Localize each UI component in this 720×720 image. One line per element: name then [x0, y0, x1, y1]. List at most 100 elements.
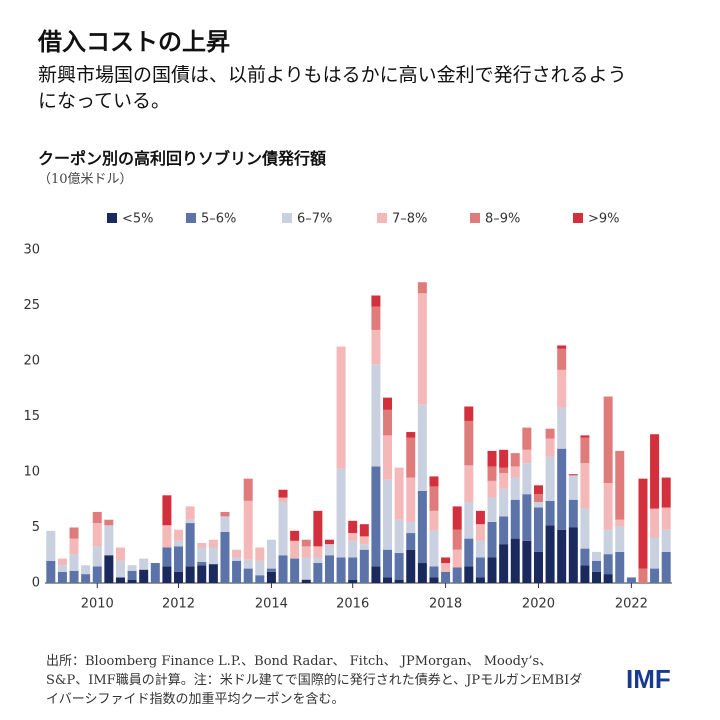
bar-segment — [499, 473, 509, 489]
bar-segment — [510, 466, 520, 478]
bar-segment — [510, 453, 520, 467]
bar-segment — [650, 537, 660, 569]
bar-segment — [127, 579, 137, 583]
bar-segment — [510, 538, 520, 583]
bar-segment — [406, 533, 416, 550]
bar-segment — [557, 345, 567, 349]
bar-segment — [92, 566, 102, 583]
bar-segment — [475, 524, 485, 541]
bar-segment — [174, 546, 184, 572]
bar-segment — [429, 510, 439, 531]
bar-segment — [278, 497, 288, 502]
bar-segment — [533, 485, 543, 495]
bar-segment — [661, 507, 671, 530]
bar-segment — [487, 480, 497, 498]
bar-segment — [69, 570, 79, 583]
legend-label: 7–8% — [392, 212, 427, 227]
bar-segment — [243, 559, 253, 569]
bar-segment — [139, 558, 149, 570]
bar-segment — [650, 508, 660, 538]
bar-segment — [383, 435, 393, 480]
bar-segment — [359, 536, 369, 545]
bar-segment — [499, 516, 509, 545]
bar-segment — [266, 571, 276, 583]
bar-segment — [359, 544, 369, 550]
bar-segment — [162, 525, 172, 548]
bar-segment — [46, 530, 56, 561]
bar-segment — [290, 558, 300, 583]
bar-segment — [150, 563, 160, 583]
bar-segment — [313, 510, 323, 547]
subtitle: 新興市場国の国債は、以前よりもはるかに高い金利で発行されるようになっている。 — [38, 64, 627, 112]
bar-segment — [522, 427, 532, 450]
bar-segment — [127, 570, 137, 580]
bar-segment — [57, 565, 67, 572]
bar-segment — [429, 530, 439, 567]
bar-segment — [429, 577, 439, 583]
bar-segment — [603, 483, 613, 530]
bar-segment — [475, 510, 485, 525]
source-note: 出所：Bloomberg Finance L.P.、Bond Radar、 Fi… — [46, 654, 583, 707]
chart: 0 5 10 15 20 25 30 <5% 5–6% 6–7% 7–8% 8–9% >9% 2010 20… — [23, 212, 672, 612]
bar-segment — [301, 557, 311, 580]
bar-segment — [81, 565, 91, 575]
bar-segment — [557, 369, 567, 408]
legend-swatch — [282, 213, 292, 223]
bar-segment — [661, 477, 671, 508]
bar-segment — [139, 569, 149, 583]
bar-segment — [568, 475, 578, 500]
bar-segment — [208, 547, 218, 565]
bar-segment — [615, 551, 625, 583]
bar-segment — [580, 435, 590, 438]
logo: IMF — [626, 664, 671, 694]
x-tick-label: 2012 — [162, 597, 195, 612]
bar-segment — [603, 396, 613, 484]
bar-segment — [406, 549, 416, 583]
y-tick-label: 20 — [23, 354, 40, 369]
bar-segment — [220, 516, 230, 532]
bar-segment — [174, 571, 184, 583]
bar-segment — [464, 465, 474, 502]
bar-segment — [313, 546, 323, 558]
bar-segment — [464, 420, 474, 466]
bar-segment — [487, 557, 497, 583]
bar-segment — [301, 546, 311, 558]
y-unit: （10億米ドル） — [38, 172, 133, 187]
x-tick-label: 2018 — [429, 597, 462, 612]
bar-segment — [232, 557, 242, 561]
legend-swatch — [377, 213, 387, 223]
bar-segment — [441, 557, 451, 564]
bar-segment — [557, 529, 567, 583]
bar-segment — [104, 519, 114, 526]
bar-segment — [429, 476, 439, 487]
bar-segment — [278, 489, 288, 498]
bar-segment — [115, 560, 125, 578]
bar-segment — [452, 506, 462, 530]
bar-segment — [417, 293, 427, 405]
bar-segment — [174, 540, 184, 547]
bar-segment — [406, 432, 416, 438]
bar-segment — [127, 565, 137, 571]
bar-segment — [603, 529, 613, 555]
bar-segment — [533, 501, 543, 508]
bar-segment — [104, 555, 114, 583]
bar-segment — [371, 466, 381, 567]
y-tick-label: 10 — [23, 465, 40, 480]
title: 借入コストの上昇 — [38, 28, 230, 56]
bar-segment — [313, 557, 323, 564]
bar-segment — [383, 397, 393, 410]
bar-segment — [162, 566, 172, 583]
bar-segment — [417, 563, 427, 583]
bar-segment — [650, 568, 660, 583]
bar-segment — [499, 449, 509, 468]
bar-segment — [452, 549, 462, 568]
bar-segment — [475, 557, 485, 578]
bar-segment — [348, 533, 358, 541]
bar-segment — [92, 546, 102, 567]
bar-segment — [197, 547, 207, 562]
bar-segment — [522, 494, 532, 541]
y-tick-label: 25 — [23, 298, 40, 313]
bar-segment — [487, 450, 497, 467]
bar-segment — [522, 449, 532, 464]
